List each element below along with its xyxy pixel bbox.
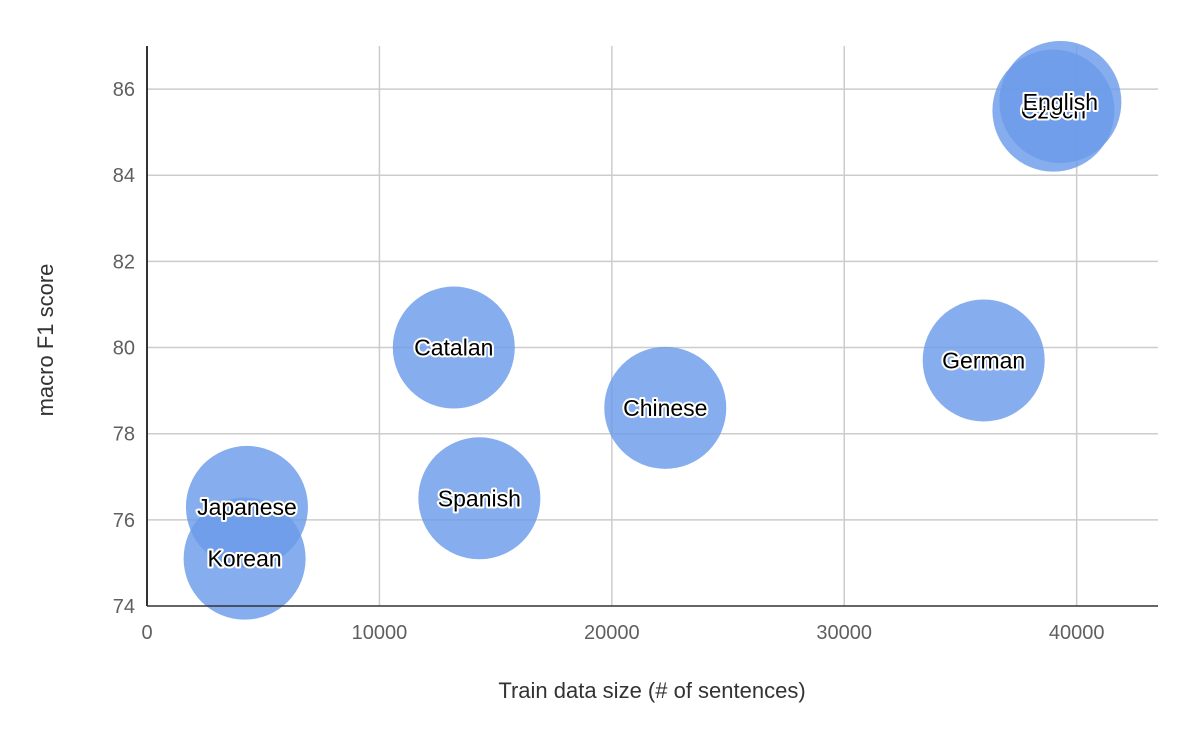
bubble-label-catalan: Catalan (414, 335, 493, 361)
x-tick-label: 0 (141, 622, 152, 644)
x-tick-label: 20000 (584, 622, 640, 644)
x-axis-title: Train data size (# of sentences) (498, 678, 805, 703)
bubble-label-chinese: Chinese (623, 395, 707, 421)
y-tick-label: 84 (113, 165, 135, 187)
bubble-spanish (418, 437, 541, 560)
y-tick-label: 78 (113, 424, 135, 446)
x-tick-label: 10000 (352, 622, 408, 644)
y-tick-label: 82 (113, 251, 135, 273)
y-tick-label: 76 (113, 510, 135, 532)
bubble-series (183, 41, 1122, 620)
bubble-catalan (392, 286, 515, 409)
bubble-label-korean: Korean (208, 546, 282, 572)
x-tick-label: 40000 (1049, 622, 1105, 644)
bubble-english (999, 41, 1122, 163)
bubble-label-german: German (942, 347, 1025, 373)
axes (146, 46, 1158, 607)
y-tick-label: 74 (113, 596, 135, 618)
x-tick-label: 30000 (816, 622, 872, 644)
y-tick-label: 86 (113, 79, 135, 101)
bubble-label-czech: Czech (1021, 98, 1086, 124)
y-axis-title: macro F1 score (33, 264, 58, 417)
bubble-german (922, 299, 1045, 422)
bubble-korean (183, 497, 306, 620)
bubble-chinese (604, 346, 727, 469)
bubble-label-japanese: Japanese (197, 494, 297, 520)
tick-labels: 0 10000 20000 30000 40000 74 76 78 80 82 84 86 (113, 79, 1105, 644)
bubble-label-english: English (1023, 89, 1098, 115)
bubble-label-spanish: Spanish (438, 485, 521, 511)
y-tick-label: 80 (113, 338, 135, 360)
